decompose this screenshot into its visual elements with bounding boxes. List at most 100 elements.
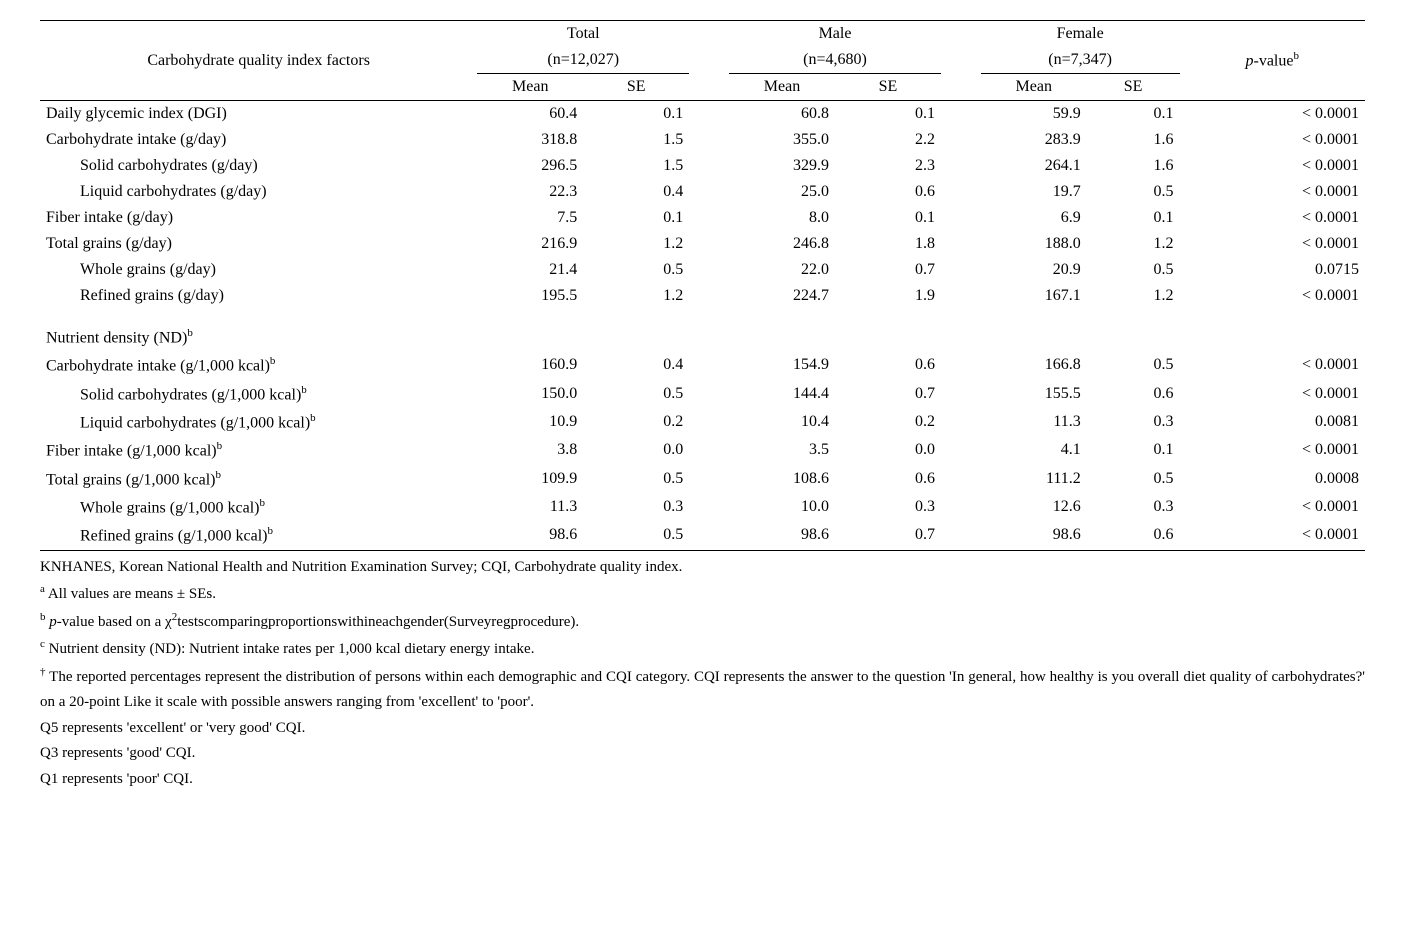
row-label: Whole grains (g/day) [40, 257, 477, 283]
cell-male-se: 0.1 [835, 205, 941, 231]
footnote-line: Q1 represents 'poor' CQI. [40, 767, 1365, 793]
cell-female-se: 0.5 [1087, 179, 1180, 205]
col-group-total-name: Total [477, 21, 689, 48]
gap [689, 205, 729, 231]
gap [689, 436, 729, 464]
cell-total-se: 0.1 [583, 205, 689, 231]
cell-female-mean: 166.8 [981, 351, 1087, 379]
cell-male-se: 1.8 [835, 231, 941, 257]
table-row: Carbohydrate intake (g/day)318.81.5355.0… [40, 127, 1365, 153]
cell-female-mean: 19.7 [981, 179, 1087, 205]
row-label: Total grains (g/1,000 kcal)b [40, 465, 477, 493]
section-header-text: Nutrient density (ND) [46, 329, 187, 346]
section-header-label: Nutrient density (ND)b [40, 323, 1365, 351]
cell-pvalue: < 0.0001 [1180, 153, 1366, 179]
cell-pvalue: 0.0008 [1180, 465, 1366, 493]
pvalue-suffix: -value [1254, 53, 1294, 70]
cell-male-mean: 25.0 [729, 179, 835, 205]
table-row: Liquid carbohydrates (g/day)22.30.425.00… [40, 179, 1365, 205]
gap [689, 351, 729, 379]
cell-male-se: 0.1 [835, 101, 941, 128]
gap [689, 153, 729, 179]
cell-female-mean: 12.6 [981, 493, 1087, 521]
cell-female-se: 0.6 [1087, 521, 1180, 550]
cell-total-se: 1.2 [583, 283, 689, 309]
gap [941, 493, 981, 521]
table-row: Fiber intake (g/1,000 kcal)b3.80.03.50.0… [40, 436, 1365, 464]
cell-male-se: 0.2 [835, 408, 941, 436]
gap [941, 127, 981, 153]
col-header-factors: Carbohydrate quality index factors [40, 21, 477, 101]
cell-total-mean: 216.9 [477, 231, 583, 257]
subhead-female-se: SE [1087, 74, 1180, 101]
cell-total-mean: 60.4 [477, 101, 583, 128]
cell-total-se: 1.5 [583, 127, 689, 153]
gap [941, 465, 981, 493]
cell-female-se: 1.6 [1087, 127, 1180, 153]
table-row: Solid carbohydrates (g/1,000 kcal)b150.0… [40, 380, 1365, 408]
subhead-female-mean: Mean [981, 74, 1087, 101]
gap [941, 231, 981, 257]
col-group-male-n: (n=4,680) [729, 47, 941, 74]
cell-female-mean: 167.1 [981, 283, 1087, 309]
cell-male-mean: 154.9 [729, 351, 835, 379]
cell-pvalue: < 0.0001 [1180, 101, 1366, 128]
cell-total-se: 0.2 [583, 408, 689, 436]
cell-female-mean: 20.9 [981, 257, 1087, 283]
table-row: Fiber intake (g/day)7.50.18.00.16.90.1< … [40, 205, 1365, 231]
footnote-line: b p-value based on a χ2testscomparingpro… [40, 608, 1365, 636]
cell-total-se: 0.0 [583, 436, 689, 464]
cell-male-mean: 8.0 [729, 205, 835, 231]
row-label-sup: b [217, 440, 223, 452]
footnote-p-italic: p [49, 614, 57, 630]
footnote-text: All values are means ± SEs. [45, 586, 216, 602]
subhead-total-se: SE [583, 74, 689, 101]
gap [689, 380, 729, 408]
cell-female-se: 0.3 [1087, 493, 1180, 521]
row-label-text: Refined grains (g/1,000 kcal) [80, 528, 268, 545]
cell-total-se: 0.5 [583, 465, 689, 493]
cell-male-mean: 329.9 [729, 153, 835, 179]
row-label-sup: b [216, 469, 222, 481]
cell-male-mean: 22.0 [729, 257, 835, 283]
cell-male-mean: 224.7 [729, 283, 835, 309]
cell-pvalue: < 0.0001 [1180, 493, 1366, 521]
footnote-line: KNHANES, Korean National Health and Nutr… [40, 555, 1365, 581]
cell-pvalue: < 0.0001 [1180, 179, 1366, 205]
cell-total-se: 0.5 [583, 380, 689, 408]
cell-total-mean: 10.9 [477, 408, 583, 436]
subhead-male-mean: Mean [729, 74, 835, 101]
row-label-text: Refined grains (g/day) [80, 287, 224, 304]
row-label-sup: b [260, 497, 266, 509]
row-label-text: Fiber intake (g/day) [46, 209, 173, 226]
cell-total-se: 0.3 [583, 493, 689, 521]
cell-total-mean: 98.6 [477, 521, 583, 550]
row-label-sup: b [268, 525, 274, 537]
cell-male-mean: 108.6 [729, 465, 835, 493]
row-label-text: Fiber intake (g/1,000 kcal) [46, 443, 217, 460]
row-label-text: Solid carbohydrates (g/day) [80, 157, 258, 174]
cell-pvalue: < 0.0001 [1180, 127, 1366, 153]
footnote-text: testscomparingproportionswithineachgende… [177, 614, 579, 630]
subhead-male-se: SE [835, 74, 941, 101]
cell-total-se: 1.2 [583, 231, 689, 257]
table-row: Carbohydrate intake (g/1,000 kcal)b160.9… [40, 351, 1365, 379]
cell-female-mean: 98.6 [981, 521, 1087, 550]
cell-female-se: 1.2 [1087, 231, 1180, 257]
col-group-total-n: (n=12,027) [477, 47, 689, 74]
cell-total-mean: 318.8 [477, 127, 583, 153]
gap [941, 521, 981, 550]
cell-female-se: 0.1 [1087, 436, 1180, 464]
cell-female-mean: 59.9 [981, 101, 1087, 128]
row-label-text: Total grains (g/1,000 kcal) [46, 471, 216, 488]
cell-female-mean: 155.5 [981, 380, 1087, 408]
footnote-line: Q3 represents 'good' CQI. [40, 741, 1365, 767]
col-group-male-name: Male [729, 21, 941, 48]
cell-total-se: 0.4 [583, 351, 689, 379]
cell-female-se: 1.6 [1087, 153, 1180, 179]
gap [689, 179, 729, 205]
cell-total-se: 0.5 [583, 257, 689, 283]
footnote-line: Q5 represents 'excellent' or 'very good'… [40, 716, 1365, 742]
spacer-row [40, 309, 1365, 323]
cell-female-se: 1.2 [1087, 283, 1180, 309]
